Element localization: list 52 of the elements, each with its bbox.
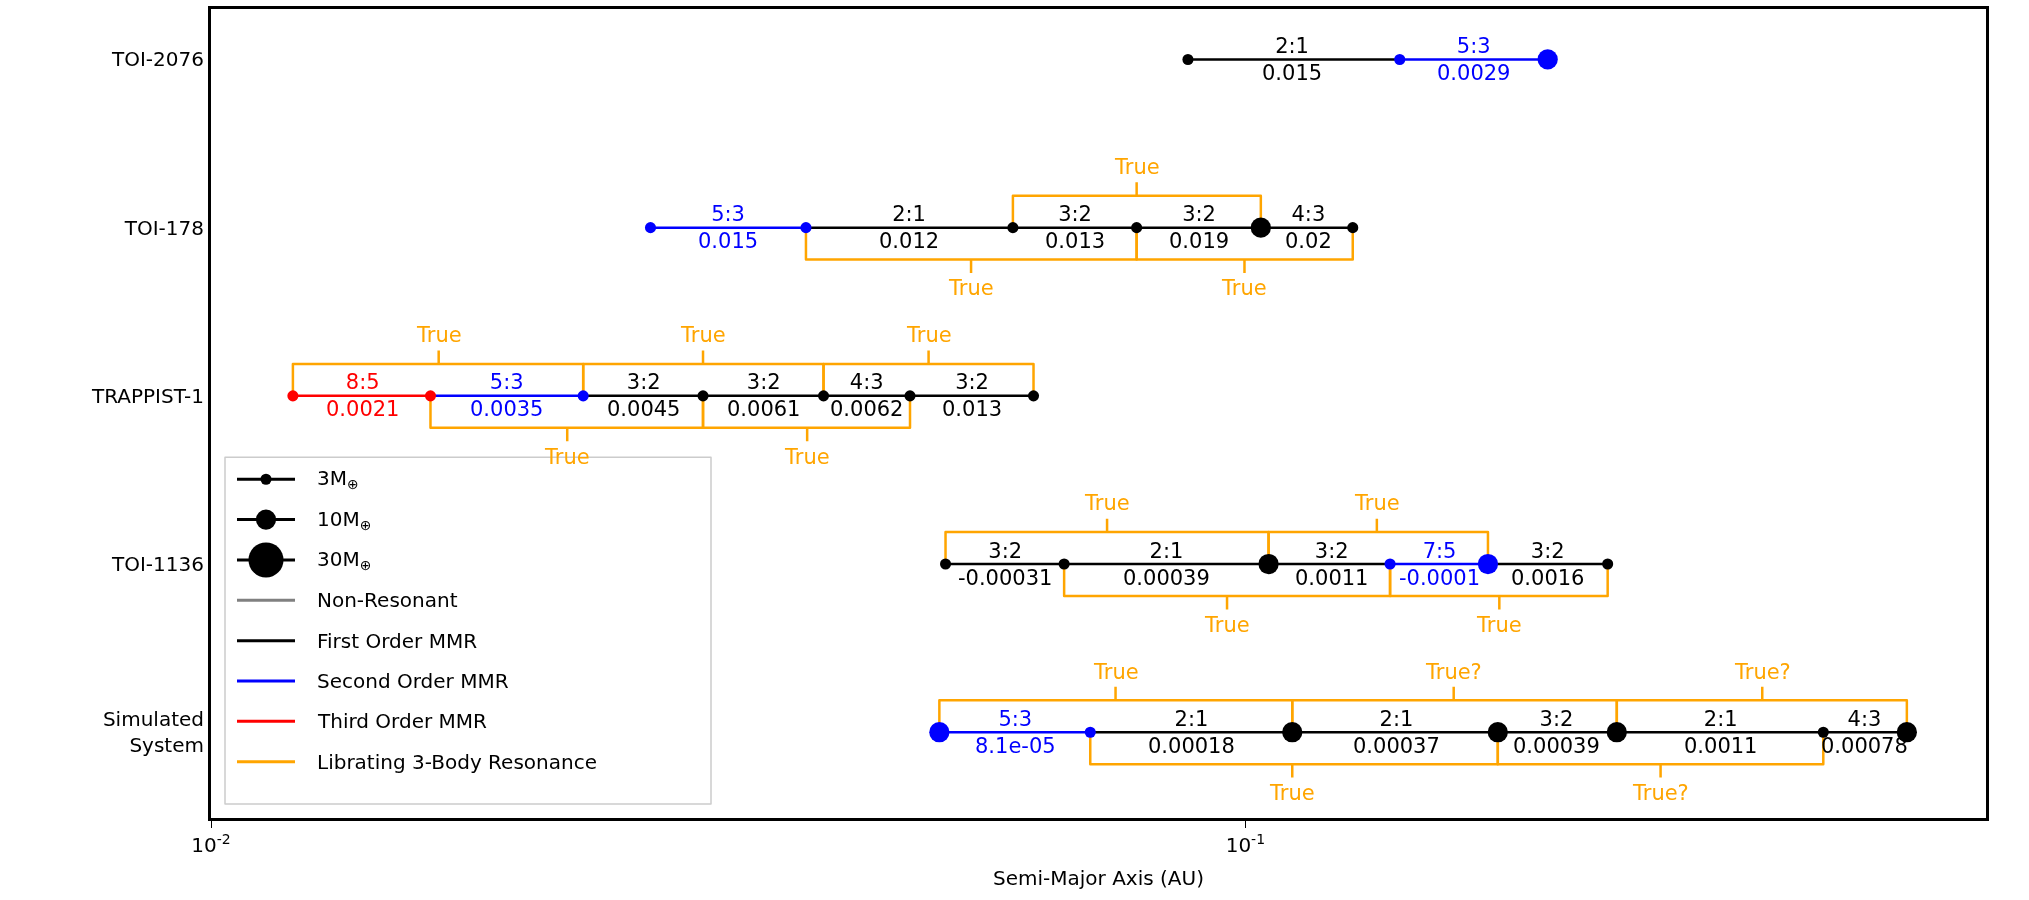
annotation: True [906, 323, 952, 347]
legend-label: Non-Resonant [317, 588, 458, 612]
annotation: True [1354, 491, 1400, 515]
annotation: True [1221, 276, 1267, 300]
annotation: 3:2 0.0045 [607, 370, 681, 422]
annotation: True [1114, 155, 1160, 179]
annotation: True [1476, 613, 1522, 637]
annotation: True [544, 445, 590, 469]
legend-label: 10M$_{⊕}$ [317, 507, 372, 534]
annotation: 4:3 0.0062 [830, 370, 904, 422]
annotation: 3:2 0.0011 [1295, 539, 1369, 591]
annotation: True? [1632, 781, 1689, 805]
annotation: True [416, 323, 462, 347]
legend-label: 3M$_{⊕}$ [317, 466, 359, 493]
annotation: 3:2 0.00039 [1513, 707, 1600, 759]
annotation: True [784, 445, 830, 469]
x-tick-label: 10$^{-1}$ [1225, 830, 1266, 857]
annotation: 2:1 0.015 [1262, 34, 1323, 86]
annotation: 3:2 -0.00031 [958, 539, 1053, 591]
legend-label: Third Order MMR [317, 709, 488, 733]
annotation: 3:2 0.019 [1169, 202, 1230, 254]
annotation: True [1204, 613, 1250, 637]
y-tick-label: Simulated System [102, 707, 204, 758]
annotation: 7:5 -0.0001 [1399, 539, 1481, 591]
x-axis-title: Semi-Major Axis (AU) [993, 865, 1204, 890]
annotation: 3:2 0.0061 [727, 370, 801, 422]
annotation: True? [1425, 660, 1482, 684]
legend-label: First Order MMR [317, 629, 478, 653]
legend-label: 30M$_{⊕}$ [317, 547, 372, 574]
legend-label: Second Order MMR [317, 669, 509, 693]
annotation: 2:1 0.00037 [1353, 707, 1440, 759]
annotation: 8:5 0.0021 [326, 370, 400, 422]
annotation: 3:2 0.0016 [1511, 539, 1585, 591]
annotation: True? [1734, 660, 1791, 684]
annotation: 5:3 0.0029 [1437, 34, 1511, 86]
annotation: 5:3 0.0035 [470, 370, 544, 422]
annotation: 5:3 0.015 [698, 202, 759, 254]
y-tick-label: TOI-178 [123, 215, 204, 240]
y-tick-label: TRAPPIST-1 [90, 383, 204, 408]
annotation: 2:1 0.0011 [1684, 707, 1758, 759]
x-tick-label: 10$^{-2}$ [191, 830, 231, 857]
annotation: 2:1 0.00039 [1123, 539, 1210, 591]
legend-label: Librating 3-Body Resonance [317, 750, 597, 774]
annotation: 3:2 0.013 [942, 370, 1003, 422]
annotation: 4:3 0.02 [1285, 202, 1332, 254]
annotation: True [1084, 491, 1130, 515]
y-tick-label: TOI-2076 [111, 47, 204, 72]
annotation: True [680, 323, 726, 347]
annotation: True [1269, 781, 1315, 805]
y-tick-label: TOI-1136 [111, 552, 204, 577]
annotation: True [1093, 660, 1139, 684]
annotation: True [948, 276, 994, 300]
